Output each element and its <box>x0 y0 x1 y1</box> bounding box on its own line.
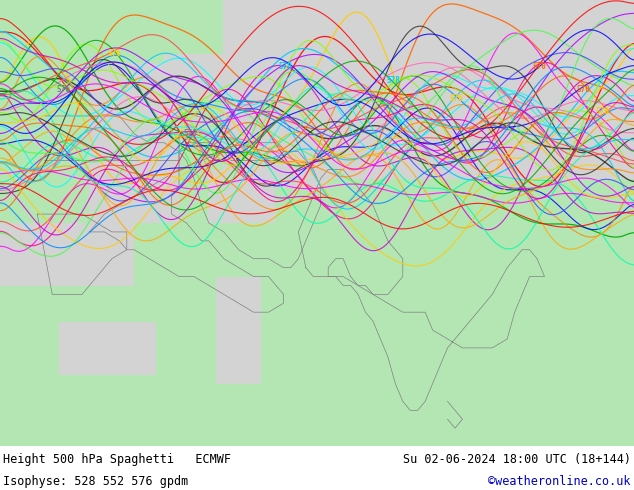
Text: 570: 570 <box>576 85 590 94</box>
Text: Isophyse: 528 552 576 gpdm: Isophyse: 528 552 576 gpdm <box>3 475 188 488</box>
Text: 578: 578 <box>183 129 197 138</box>
Text: ©weatheronline.co.uk: ©weatheronline.co.uk <box>488 475 631 488</box>
Text: 576: 576 <box>595 107 609 116</box>
Text: Height 500 hPa Spaghetti   ECMWF: Height 500 hPa Spaghetti ECMWF <box>3 453 231 466</box>
Text: Su 02-06-2024 18:00 UTC (18+144): Su 02-06-2024 18:00 UTC (18+144) <box>403 453 631 466</box>
Text: 576: 576 <box>56 85 70 94</box>
Text: 578: 578 <box>386 76 400 85</box>
Text: 578: 578 <box>278 62 292 72</box>
Text: 570: 570 <box>532 62 546 72</box>
Text: 576: 576 <box>107 49 121 58</box>
Text: 576: 576 <box>450 94 463 102</box>
